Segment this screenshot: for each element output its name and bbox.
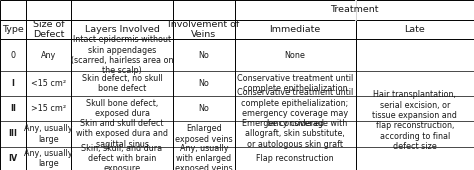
Text: Layers Involved: Layers Involved <box>85 25 159 34</box>
Text: No: No <box>199 104 209 113</box>
Text: Any, usually
with enlarged
exposed veins: Any, usually with enlarged exposed veins <box>175 144 233 170</box>
Text: No: No <box>199 51 209 60</box>
Text: Conservative treatment until
complete epithelialization;
emergency coverage may
: Conservative treatment until complete ep… <box>237 88 353 129</box>
Text: III: III <box>9 129 18 138</box>
Text: Skin, skull, and dura
defect with brain
exposure: Skin, skull, and dura defect with brain … <box>82 144 163 170</box>
Text: Immediate: Immediate <box>269 25 321 34</box>
Text: Enlarged
exposed veins: Enlarged exposed veins <box>175 124 233 144</box>
Text: >15 cm²: >15 cm² <box>31 104 66 113</box>
Text: Treatment: Treatment <box>330 5 379 14</box>
Text: Any, usually
large: Any, usually large <box>24 124 73 144</box>
Text: 0: 0 <box>10 51 16 60</box>
Text: Type: Type <box>2 25 24 34</box>
Text: No: No <box>199 79 209 88</box>
Text: Conservative treatment until
complete epithelialization: Conservative treatment until complete ep… <box>237 74 353 94</box>
Text: None: None <box>284 51 306 60</box>
Text: Hair transplantation,
serial excision, or
tissue expansion and
flap reconstructi: Hair transplantation, serial excision, o… <box>372 90 457 151</box>
Text: IV: IV <box>9 154 18 163</box>
Text: Emergency coverage with
allograft, skin substitute,
or autologous skin graft: Emergency coverage with allograft, skin … <box>242 119 348 149</box>
Text: <15 cm²: <15 cm² <box>31 79 66 88</box>
Text: Skin and skull defect
with exposed dura and
sagittal sinus: Skin and skull defect with exposed dura … <box>76 119 168 149</box>
Text: Involvement of
Veins: Involvement of Veins <box>168 20 239 39</box>
Text: Skull bone defect,
exposed dura: Skull bone defect, exposed dura <box>86 99 158 118</box>
Text: Late: Late <box>404 25 425 34</box>
Text: Skin defect, no skull
bone defect: Skin defect, no skull bone defect <box>82 74 163 94</box>
Text: Any: Any <box>41 51 56 60</box>
Text: Size of
Defect: Size of Defect <box>33 20 64 39</box>
Text: II: II <box>10 104 16 113</box>
Text: Flap reconstruction: Flap reconstruction <box>256 154 334 163</box>
Text: I: I <box>11 79 15 88</box>
Text: Intact epidermis without
skin appendages
(scarred, hairless area on
the scalp): Intact epidermis without skin appendages… <box>71 35 173 75</box>
Text: Any, usually
large: Any, usually large <box>24 149 73 168</box>
